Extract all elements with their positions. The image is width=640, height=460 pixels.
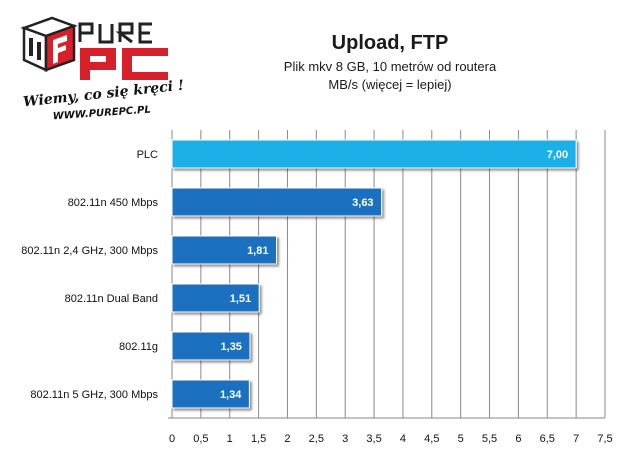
x-tick-label: 7,5 (597, 433, 612, 445)
bar-value-label: 1,34 (220, 389, 242, 401)
chart-title: Upload, FTP (331, 32, 449, 54)
bar-value-label: 7,00 (547, 149, 568, 161)
x-tick-label: 4,5 (424, 433, 439, 445)
bar-value-label: 1,35 (221, 341, 242, 353)
x-tick-label: 3,5 (366, 433, 381, 445)
cube-icon (20, 16, 78, 72)
logo-pure-letters (78, 22, 152, 44)
x-tick-label: 5 (458, 433, 464, 445)
logo-pc-letters (80, 48, 168, 80)
chart-header: Upload, FTP Plik mkv 8 GB, 10 metrów od … (230, 30, 550, 94)
category-label: PLC (137, 149, 158, 161)
x-tick-label: 4 (400, 433, 406, 445)
category-labels: PLC 802.11n 450 Mbps 802.11n 2,4 GHz, 300 … (21, 149, 158, 401)
chart-unit: MB/s (więcej = lepiej) (328, 77, 452, 92)
bar-value-label: 3,63 (352, 197, 373, 209)
x-axis-ticks: 0 0,5 1 1,5 2 2,5 3 3,5 4 4,5 5 5,5 6 6,5 7 7,5 (169, 433, 613, 445)
bar (171, 235, 277, 265)
bar (171, 139, 577, 169)
x-tick-label: 1,5 (251, 433, 266, 445)
x-tick-label: 2,5 (309, 433, 324, 445)
category-label: 802.11n 5 GHz, 300 Mbps (30, 389, 158, 401)
x-tick-label: 0 (169, 433, 175, 445)
x-tick-label: 1 (227, 433, 233, 445)
bar (171, 331, 251, 361)
x-tick-label: 7 (573, 433, 579, 445)
bar-value-label: 1,81 (247, 245, 268, 257)
x-tick-label: 6,5 (540, 433, 555, 445)
category-label: 802.11g (119, 341, 158, 353)
x-tick-label: 3 (342, 433, 348, 445)
x-tick-label: 2 (284, 433, 290, 445)
bar (171, 379, 250, 409)
bar-value-label: 1,51 (230, 293, 251, 305)
bar (171, 283, 260, 313)
bar (171, 187, 383, 217)
category-label: 802.11n 2,4 GHz, 300 Mbps (21, 245, 158, 257)
x-tick-label: 5,5 (482, 433, 497, 445)
category-label: 802.11n 450 Mbps (68, 197, 159, 209)
purepc-logo: Wiemy, co się kręci ! WWW.PUREPC.PL (20, 16, 185, 120)
x-tick-label: 0,5 (193, 433, 208, 445)
chart-grid (168, 130, 606, 419)
chart-bars: 7,00 3,63 1,81 1,51 1,35 1,34 (171, 139, 577, 409)
category-label: 802.11n Dual Band (65, 293, 158, 305)
chart-subtitle: Plik mkv 8 GB, 10 metrów od routera (283, 59, 497, 74)
x-tick-label: 6 (515, 433, 521, 445)
